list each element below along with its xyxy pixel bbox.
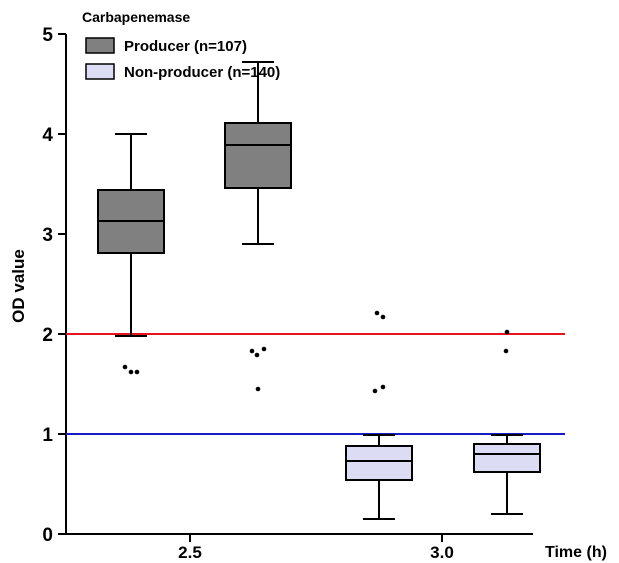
x-axis-ticks: 2.5 3.0 bbox=[178, 534, 454, 562]
outlier-point bbox=[254, 352, 260, 358]
y-tick-label: 2 bbox=[42, 325, 53, 346]
y-tick-label: 3 bbox=[42, 225, 53, 246]
y-tick-label: 0 bbox=[42, 525, 53, 546]
reference-lines bbox=[66, 333, 565, 435]
box-iqr bbox=[224, 122, 292, 189]
box-iqr bbox=[473, 443, 541, 473]
legend-title: Carbapenemase bbox=[82, 9, 190, 25]
y-tick-label: 4 bbox=[42, 125, 53, 146]
box-1-0 bbox=[345, 310, 413, 520]
y-tick-label: 5 bbox=[42, 25, 53, 46]
y-tick-label: 1 bbox=[42, 425, 53, 446]
x-tick-label: 2.5 bbox=[178, 543, 202, 562]
box-iqr bbox=[345, 445, 413, 481]
outlier-point bbox=[261, 346, 267, 352]
outlier-point bbox=[134, 369, 140, 375]
y-axis-ticks: 0 1 2 3 4 5 bbox=[42, 25, 66, 546]
outlier-point bbox=[380, 314, 386, 320]
outlier-point bbox=[372, 388, 378, 394]
outlier-point bbox=[380, 384, 386, 390]
x-axis-label: Time (h) bbox=[545, 544, 607, 561]
outlier-point bbox=[249, 348, 255, 354]
outlier-point bbox=[255, 386, 261, 392]
outlier-point bbox=[503, 348, 509, 354]
outlier-point bbox=[504, 329, 510, 335]
outlier-point bbox=[122, 364, 128, 370]
legend: Carbapenemase Producer (n=107) Non-produ… bbox=[82, 9, 280, 81]
y-axis-label: OD value bbox=[9, 249, 28, 323]
box-plots bbox=[97, 61, 541, 520]
legend-label-non-producer: Non-producer (n=140) bbox=[124, 64, 280, 81]
legend-swatch-non-producer bbox=[85, 63, 115, 80]
box-1-1 bbox=[473, 329, 541, 515]
legend-label-producer: Producer (n=107) bbox=[124, 38, 247, 55]
x-tick-label: 3.0 bbox=[430, 543, 454, 562]
outlier-point bbox=[374, 310, 380, 316]
box-0-0 bbox=[97, 133, 165, 375]
box-0-1 bbox=[224, 61, 292, 392]
legend-swatch-producer bbox=[85, 37, 115, 54]
outlier-point bbox=[128, 369, 134, 375]
